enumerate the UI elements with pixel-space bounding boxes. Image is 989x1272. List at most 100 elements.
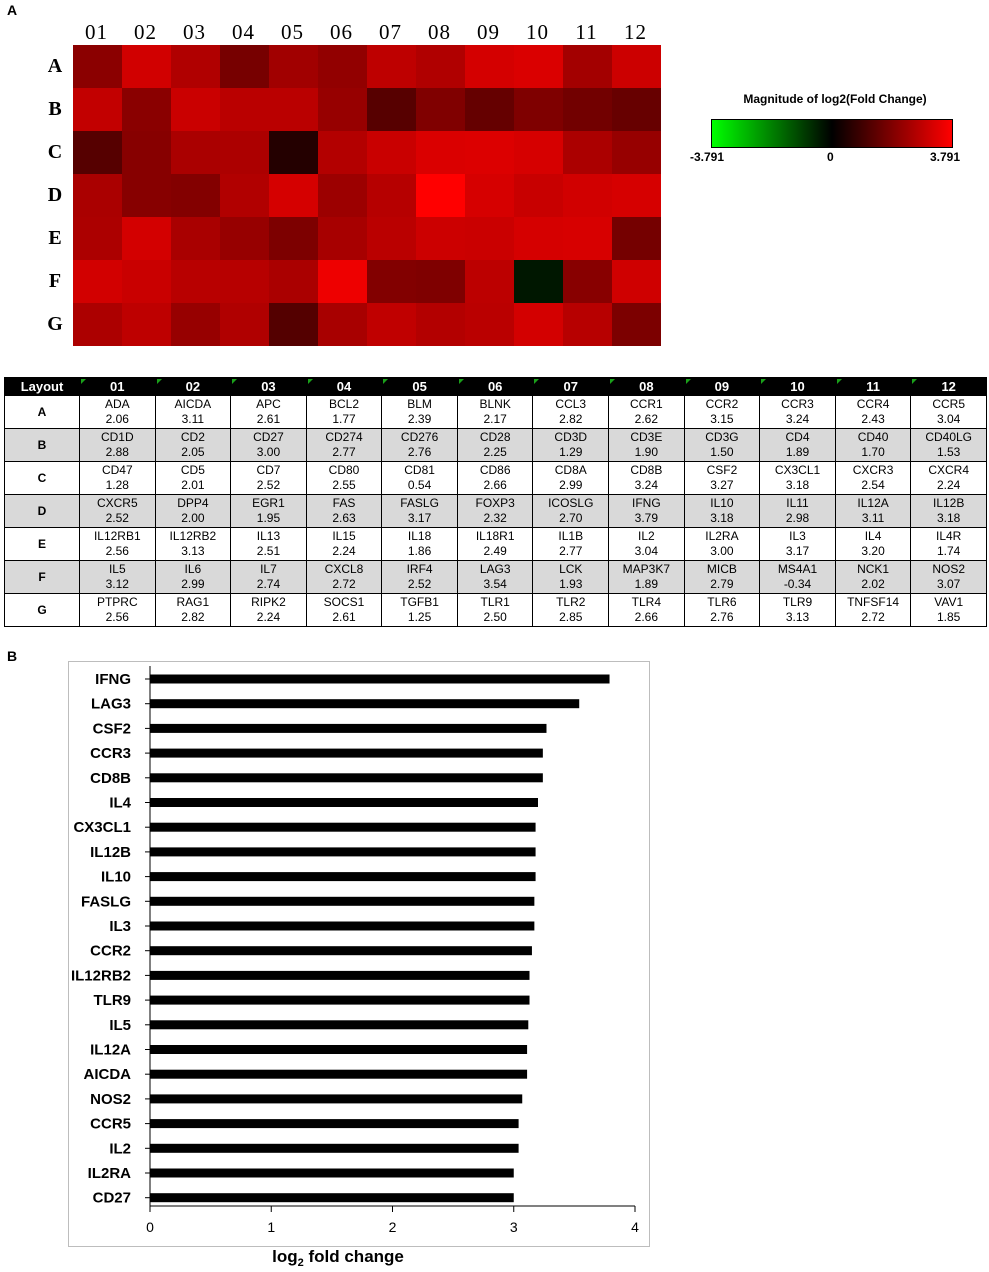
heatmap-cell <box>465 88 514 131</box>
fold-change-value: 1.70 <box>861 445 885 459</box>
category-label: CSF2 <box>93 720 131 737</box>
heatmap-cell <box>514 260 563 303</box>
table-cell: BLM 2.39 <box>381 395 458 429</box>
bar <box>150 748 543 758</box>
fold-change-value: 3.17 <box>785 544 810 558</box>
fold-change-value: 2.24 <box>256 610 281 624</box>
x-tick-label: 3 <box>510 1219 518 1235</box>
gene-symbol: CD80 <box>328 463 360 477</box>
gene-symbol: CD276 <box>400 430 439 444</box>
gene-symbol: IL3 <box>789 529 806 543</box>
gene-symbol: ICOSLG <box>548 496 594 510</box>
gene-symbol: LAG3 <box>479 562 511 576</box>
header-corner-marker <box>383 379 389 384</box>
heatmap-cell <box>612 174 661 217</box>
table-row-label: F <box>4 560 80 594</box>
heatmap-column-label: 07 <box>379 20 402 44</box>
table-cell: IL1B 2.77 <box>532 527 610 561</box>
table-cell: CX3CL1 3.18 <box>759 461 836 495</box>
heatmap-cell <box>514 45 563 88</box>
fold-change-value: 3.18 <box>937 511 961 525</box>
heatmap-cell <box>367 174 416 217</box>
bar <box>150 773 543 783</box>
header-corner-marker <box>761 379 767 384</box>
gene-symbol: IL2 <box>637 529 655 543</box>
heatmap-cell <box>269 131 318 174</box>
table-cell: ICOSLG 2.70 <box>532 494 610 528</box>
x-tick-label: 0 <box>146 1219 154 1235</box>
gene-symbol: LCK <box>559 562 583 576</box>
header-column-label: 03 <box>261 379 276 394</box>
gene-symbol: FAS <box>332 496 356 510</box>
table-cell: MAP3K7 1.89 <box>608 560 685 594</box>
fold-change-value: 2.01 <box>181 478 205 492</box>
heatmap-cell <box>367 131 416 174</box>
heatmap-cell <box>612 260 661 303</box>
gene-symbol: VAV1 <box>934 595 964 609</box>
table-cell: IL11 2.98 <box>759 494 836 528</box>
table-cell: TLR9 3.13 <box>759 593 836 627</box>
fold-change-value: 2.06 <box>105 412 129 426</box>
heatmap-cell <box>122 174 171 217</box>
header-column-label: 07 <box>563 379 578 394</box>
table-header-row: Layout 01 02 03 04 05 06 07 08 09 10 11 12 <box>4 377 987 396</box>
table-cell: IL15 2.24 <box>305 527 383 561</box>
fold-change-value: 3.13 <box>181 544 205 558</box>
heatmap-cell <box>122 217 171 260</box>
heatmap-cell <box>367 88 416 131</box>
heatmap-cell <box>171 303 220 346</box>
heatmap-cell <box>416 45 465 88</box>
table-cell: VAV1 1.85 <box>910 593 987 627</box>
fold-change-value: 2.49 <box>483 544 507 558</box>
fold-change-value: 2.43 <box>861 412 885 426</box>
fold-change-value: 1.89 <box>634 577 659 591</box>
gene-symbol: IL4R <box>936 529 962 543</box>
heatmap-column-label: 08 <box>428 20 451 44</box>
table-row-label: G <box>4 593 80 627</box>
table-row: B CD1D 2.88 CD2 2.05 CD27 3.00 CD274 2.77 CD276 2.… <box>4 428 987 462</box>
category-label: CX3CL1 <box>73 819 131 836</box>
category-label: IL5 <box>109 1017 131 1034</box>
bar <box>150 723 547 733</box>
gene-symbol: MICB <box>706 562 737 576</box>
fold-change-value: 2.99 <box>181 577 205 591</box>
gene-symbol: IL1B <box>558 529 584 543</box>
gene-symbol: IFNG <box>632 496 661 510</box>
fold-change-value: 2.74 <box>256 577 281 591</box>
gene-symbol: CD86 <box>479 463 511 477</box>
panel-b-label: B <box>7 648 18 664</box>
gene-symbol: TLR1 <box>480 595 510 609</box>
fold-change-value: 3.04 <box>634 544 659 558</box>
fold-change-value: 2.72 <box>861 610 885 624</box>
bar <box>150 946 532 956</box>
heatmap-cell <box>612 131 661 174</box>
legend-mid-label: 0 <box>827 150 834 164</box>
fold-change-value: 3.17 <box>407 511 432 525</box>
table-header-column: 10 <box>759 377 836 396</box>
heatmap-column-label: 05 <box>281 20 304 44</box>
table-cell: CD27 3.00 <box>230 428 307 462</box>
bar <box>150 1168 514 1178</box>
header-column-label: 09 <box>714 379 730 394</box>
table-cell: IFNG 3.79 <box>608 494 685 528</box>
table-row: G PTPRC 2.56 RAG1 2.82 RIPK2 2.24 SOCS1 2.61 TGFB… <box>4 593 987 627</box>
gene-symbol: IRF4 <box>406 562 433 576</box>
gene-symbol: RIPK2 <box>251 595 286 609</box>
gene-symbol: CCL3 <box>555 397 587 411</box>
header-corner-marker <box>458 379 464 384</box>
fold-change-value: 2.72 <box>332 577 356 591</box>
heatmap-cell <box>416 217 465 260</box>
gene-symbol: IL5 <box>108 562 126 576</box>
heatmap-cell <box>122 260 171 303</box>
category-label: IL12A <box>90 1042 131 1059</box>
x-tick-label: 2 <box>389 1219 397 1235</box>
heatmap-cell <box>220 45 269 88</box>
panel-a-label: A <box>7 2 18 18</box>
fold-change-value: 2.76 <box>407 445 432 459</box>
table-cell: RAG1 2.82 <box>154 593 232 627</box>
heatmap-cell <box>171 260 220 303</box>
header-column-label: 02 <box>185 379 201 394</box>
heatmap-row-label: G <box>47 313 63 335</box>
heatmap-cell <box>73 217 122 260</box>
gene-symbol: MS4A1 <box>777 562 818 576</box>
